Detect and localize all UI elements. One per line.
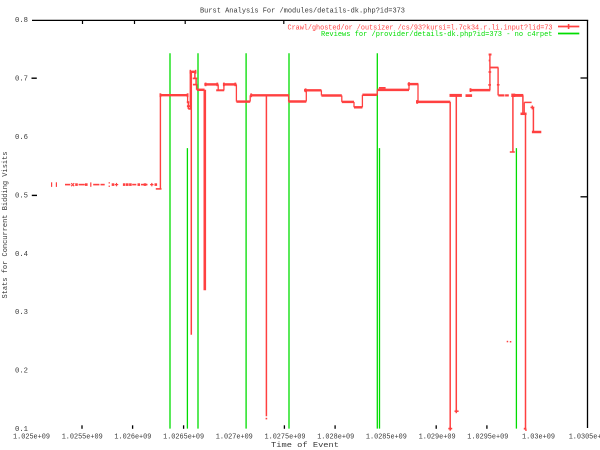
svg-text:1.03e+09: 1.03e+09	[522, 434, 555, 442]
svg-text:0.6: 0.6	[15, 134, 28, 142]
svg-text:Time of Event: Time of Event	[271, 442, 339, 450]
svg-text:Burst Analysis For /modules/de: Burst Analysis For /modules/details-dk.p…	[200, 8, 405, 16]
svg-text:0.7: 0.7	[15, 76, 28, 84]
svg-text:1.026e+09: 1.026e+09	[114, 434, 151, 442]
svg-text:1.029e+09: 1.029e+09	[419, 434, 456, 442]
svg-text:1.0275e+09: 1.0275e+09	[265, 434, 306, 442]
svg-text:1.028e+09: 1.028e+09	[317, 434, 354, 442]
svg-text:1.0265e+09: 1.0265e+09	[163, 434, 204, 442]
svg-text:0.4: 0.4	[15, 251, 28, 259]
svg-text:1.0255e+09: 1.0255e+09	[62, 434, 103, 442]
svg-text:Stats for Concurrent Bidding V: Stats for Concurrent Bidding Visits	[2, 152, 10, 299]
svg-text:0.1: 0.1	[15, 426, 28, 434]
svg-text:0.2: 0.2	[15, 367, 28, 375]
svg-text:0.3: 0.3	[15, 309, 28, 317]
svg-text:1.025e+09: 1.025e+09	[13, 434, 50, 442]
svg-text:0.5: 0.5	[15, 193, 28, 201]
svg-text:Crawl/ghosted/or /outsizer /cs: Crawl/ghosted/or /outsizer /cs/93?kursi=…	[288, 24, 553, 32]
svg-text:1.0285e+09: 1.0285e+09	[366, 434, 407, 442]
svg-text:1.0305e+09: 1.0305e+09	[569, 434, 600, 442]
svg-text:0.8: 0.8	[15, 17, 28, 25]
svg-text:1.027e+09: 1.027e+09	[216, 434, 253, 442]
svg-text:1.0295e+09: 1.0295e+09	[467, 434, 508, 442]
svg-text:Reviews for /provider/details-: Reviews for /provider/details-dk.php?id=…	[321, 31, 553, 39]
